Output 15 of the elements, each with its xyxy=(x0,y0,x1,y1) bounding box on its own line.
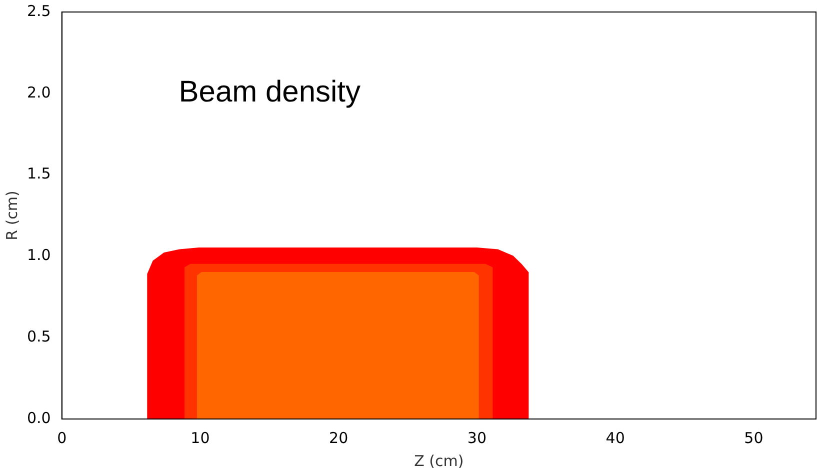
y-axis-title: R (cm) xyxy=(2,190,21,240)
x-tick-label: 40 xyxy=(606,428,625,447)
x-axis-title: Z (cm) xyxy=(414,452,464,470)
x-tick-label: 30 xyxy=(467,428,487,447)
y-tick-label: 2.0 xyxy=(26,83,51,102)
y-tick-label: 1.0 xyxy=(26,246,51,264)
x-tick-label: 20 xyxy=(329,428,348,447)
y-tick-label: 0.0 xyxy=(26,408,51,427)
x-tick-label: 10 xyxy=(190,428,210,447)
y-tick-label: 1.5 xyxy=(26,164,51,183)
x-tick-label: 50 xyxy=(744,428,764,447)
y-tick-label: 2.5 xyxy=(26,2,51,20)
y-tick-label: 0.5 xyxy=(26,327,51,346)
annotation: Beam density xyxy=(178,76,361,109)
x-tick-label: 0 xyxy=(57,428,67,447)
